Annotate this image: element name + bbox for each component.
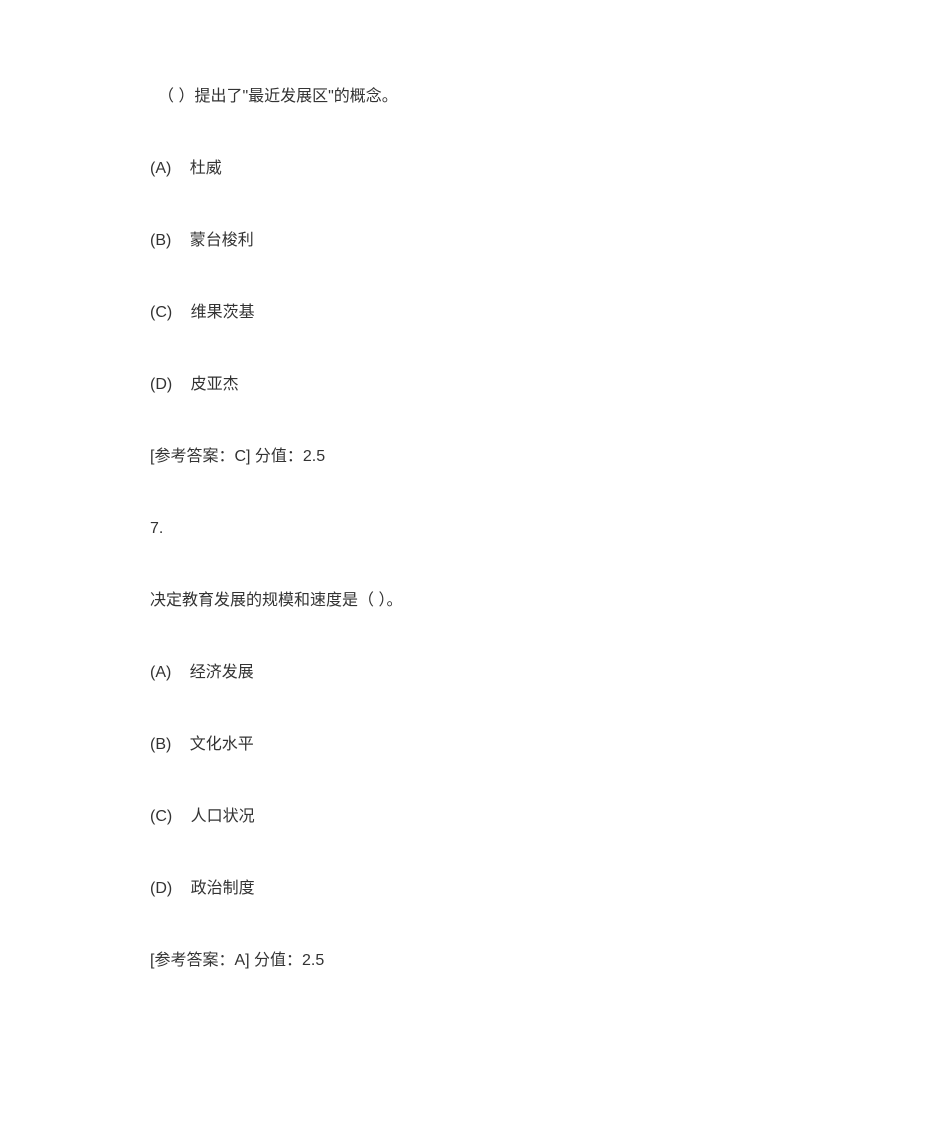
option-label: (C)	[150, 301, 172, 325]
option-text: 杜威	[190, 160, 222, 177]
question-stem: 决定教育发展的规模和速度是（ ）。	[150, 589, 945, 613]
option-label: (A)	[150, 157, 171, 181]
option-label: (A)	[150, 661, 171, 685]
option-text: 经济发展	[190, 664, 254, 681]
question-number: 7.	[150, 517, 945, 541]
answer-text: [参考答案：C] 分值：2.5	[150, 448, 325, 465]
option-d: (D) 政治制度	[150, 877, 945, 901]
option-c: (C) 维果茨基	[150, 301, 945, 325]
question-stem-text: 决定教育发展的规模和速度是（ ）。	[150, 592, 402, 609]
question-number-text: 7.	[150, 520, 163, 537]
option-label: (D)	[150, 877, 172, 901]
option-text: 人口状况	[191, 808, 255, 825]
option-c: (C) 人口状况	[150, 805, 945, 829]
question-stem-text: （ ）提出了"最近发展区"的概念。	[158, 88, 398, 105]
question-stem: （ ）提出了"最近发展区"的概念。	[150, 85, 945, 109]
option-label: (B)	[150, 229, 171, 253]
option-label: (C)	[150, 805, 172, 829]
option-text: 蒙台梭利	[190, 232, 254, 249]
option-a: (A) 经济发展	[150, 661, 945, 685]
option-b: (B) 蒙台梭利	[150, 229, 945, 253]
option-text: 政治制度	[191, 880, 255, 897]
answer-line: [参考答案：A] 分值：2.5	[150, 949, 945, 973]
answer-text: [参考答案：A] 分值：2.5	[150, 952, 324, 969]
option-b: (B) 文化水平	[150, 733, 945, 757]
answer-line: [参考答案：C] 分值：2.5	[150, 445, 945, 469]
option-text: 文化水平	[190, 736, 254, 753]
option-d: (D) 皮亚杰	[150, 373, 945, 397]
option-a: (A) 杜威	[150, 157, 945, 181]
option-text: 皮亚杰	[191, 376, 239, 393]
option-label: (D)	[150, 373, 172, 397]
option-label: (B)	[150, 733, 171, 757]
option-text: 维果茨基	[191, 304, 255, 321]
